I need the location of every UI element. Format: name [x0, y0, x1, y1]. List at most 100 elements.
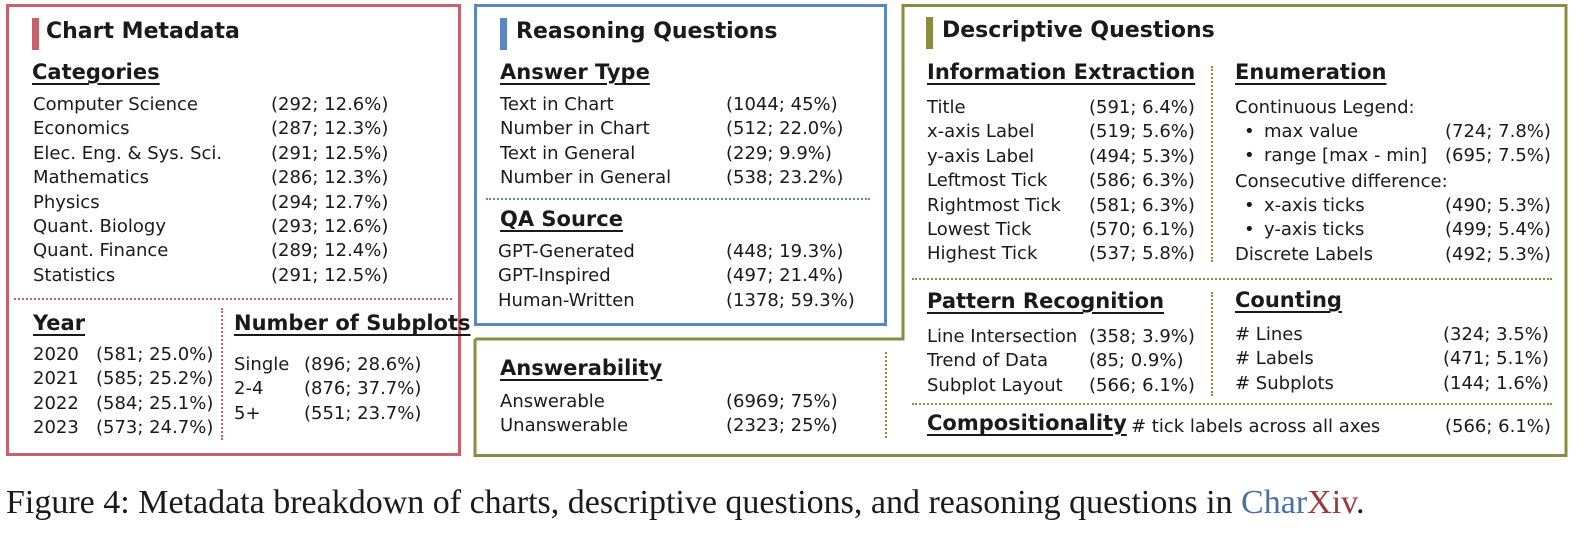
info-extraction-value: (570; 6.1%)	[1089, 219, 1195, 240]
category-label: Economics	[33, 118, 130, 140]
enum-continuous-label: max value	[1264, 121, 1359, 142]
bullet-icon: •	[1244, 219, 1255, 241]
pattern-recognition-heading: Pattern Recognition	[927, 289, 1165, 313]
year-label: 2023	[33, 417, 79, 439]
answerability-value: (6969; 75%)	[726, 391, 838, 412]
category-value: (291; 12.5%)	[271, 142, 389, 164]
answer-type-heading: Answer Type	[500, 60, 650, 84]
category-value: (293; 12.6%)	[271, 216, 389, 237]
enum-consecutive-label: x-axis ticks	[1264, 195, 1365, 216]
subplot-value: (876; 37.7%)	[304, 378, 422, 400]
reasoning-divider	[486, 198, 870, 200]
chart-metadata-panel	[6, 4, 461, 456]
pattern-value: (85; 0.9%)	[1089, 350, 1184, 372]
info-extraction-value: (537; 5.8%)	[1089, 243, 1195, 265]
caption-period: .	[1355, 484, 1365, 521]
qa-source-value: (497; 21.4%)	[726, 265, 844, 287]
reasoning-title-marker	[500, 18, 507, 50]
descriptive-title-marker	[926, 17, 933, 49]
enum-consecutive-label: y-axis ticks	[1264, 219, 1365, 241]
year-heading: Year	[33, 311, 86, 335]
category-value: (286; 12.3%)	[271, 167, 389, 189]
descriptive-vertical-divider-mid	[1211, 292, 1213, 396]
caption-brand-char: Char	[1241, 484, 1308, 521]
info-extraction-label: Title	[927, 97, 966, 118]
answer-type-label: Text in Chart	[500, 94, 614, 115]
category-label: Computer Science	[33, 94, 198, 115]
bullet-icon: •	[1244, 121, 1255, 142]
answer-type-label: Text in General	[500, 142, 636, 164]
descriptive-vertical-divider-top	[1211, 66, 1213, 262]
info-extraction-value: (519; 5.6%)	[1089, 121, 1195, 143]
info-extraction-label: Leftmost Tick	[927, 170, 1048, 192]
answerability-value: (2323; 25%)	[726, 415, 838, 437]
category-value: (291; 12.5%)	[271, 264, 389, 286]
pattern-label: Line Intersection	[927, 326, 1078, 347]
info-extraction-label: Rightmost Tick	[927, 194, 1061, 216]
bullet-icon: •	[1244, 145, 1255, 167]
category-label: Quant. Biology	[33, 216, 166, 237]
info-extraction-label: y-axis Label	[927, 145, 1035, 167]
enum-discrete-label: Discrete Labels	[1235, 244, 1374, 265]
reasoning-title: Reasoning Questions	[516, 19, 778, 44]
pattern-value: (358; 3.9%)	[1089, 326, 1195, 347]
enum-discrete-value: (492; 5.3%)	[1445, 244, 1551, 265]
enum-continuous-value: (695; 7.5%)	[1445, 145, 1551, 167]
subplot-label: Single	[234, 354, 290, 375]
metadata-title: Chart Metadata	[46, 19, 240, 44]
qa-source-value: (448; 19.3%)	[726, 241, 844, 262]
category-label: Mathematics	[33, 167, 149, 189]
caption-brand-xiv: Xiv	[1307, 484, 1356, 521]
metadata-vertical-divider	[221, 308, 223, 440]
descriptive-divider-1	[912, 278, 1552, 280]
category-value: (294; 12.7%)	[271, 191, 389, 213]
year-value: (573; 24.7%)	[96, 417, 214, 439]
category-value: (292; 12.6%)	[271, 94, 389, 115]
subplot-value: (551; 23.7%)	[304, 402, 422, 424]
year-value: (585; 25.2%)	[96, 368, 214, 390]
subplot-label: 2-4	[234, 378, 264, 400]
answerability-label: Answerable	[500, 391, 605, 412]
answerability-label: Unanswerable	[500, 415, 629, 437]
metadata-title-marker	[32, 18, 39, 50]
category-label: Quant. Finance	[33, 240, 169, 262]
year-value: (581; 25.0%)	[96, 344, 214, 365]
qa-source-label: Human-Written	[498, 289, 635, 311]
info-extraction-value: (591; 6.4%)	[1089, 97, 1195, 118]
pattern-label: Trend of Data	[927, 350, 1049, 372]
counting-label: # Subplots	[1235, 372, 1334, 394]
pattern-label: Subplot Layout	[927, 374, 1063, 396]
info-extraction-value: (586; 6.3%)	[1089, 170, 1195, 192]
counting-value: (144; 1.6%)	[1443, 372, 1549, 394]
year-label: 2021	[33, 368, 79, 390]
subplot-value: (896; 28.6%)	[304, 354, 422, 375]
category-label: Physics	[33, 191, 100, 213]
info-extraction-label: Lowest Tick	[927, 219, 1032, 240]
enum-continuous-label: range [max - min]	[1264, 145, 1428, 167]
year-label: 2022	[33, 392, 79, 414]
subplot-label: 5+	[234, 402, 261, 424]
enum-continuous-value: (724; 7.8%)	[1445, 121, 1551, 142]
compositionality-item-value: (566; 6.1%)	[1445, 416, 1551, 437]
year-value: (584; 25.1%)	[96, 392, 214, 414]
qa-source-label: GPT-Inspired	[498, 265, 611, 287]
category-label: Elec. Eng. & Sys. Sci.	[33, 142, 223, 164]
answerability-vertical-divider	[885, 352, 887, 438]
figure-caption: Figure 4: Metadata breakdown of charts, …	[6, 484, 1364, 522]
enum-group-consecutive: Consecutive difference:	[1235, 171, 1448, 192]
descriptive-divider-2	[912, 403, 1552, 405]
bullet-icon: •	[1244, 195, 1255, 216]
info-extraction-value: (494; 5.3%)	[1089, 145, 1195, 167]
compositionality-heading: Compositionality	[927, 411, 1127, 435]
category-value: (287; 12.3%)	[271, 118, 389, 140]
info-extraction-label: x-axis Label	[927, 121, 1035, 143]
answer-type-value: (512; 22.0%)	[726, 118, 844, 140]
descriptive-title: Descriptive Questions	[942, 18, 1215, 43]
answer-type-label: Number in Chart	[500, 118, 650, 140]
info-extraction-value: (581; 6.3%)	[1089, 194, 1195, 216]
answer-type-value: (229; 9.9%)	[726, 142, 832, 164]
counting-label: # Lines	[1235, 324, 1303, 345]
qa-source-label: GPT-Generated	[498, 241, 635, 262]
qa-source-heading: QA Source	[500, 207, 623, 231]
categories-heading: Categories	[32, 60, 160, 84]
